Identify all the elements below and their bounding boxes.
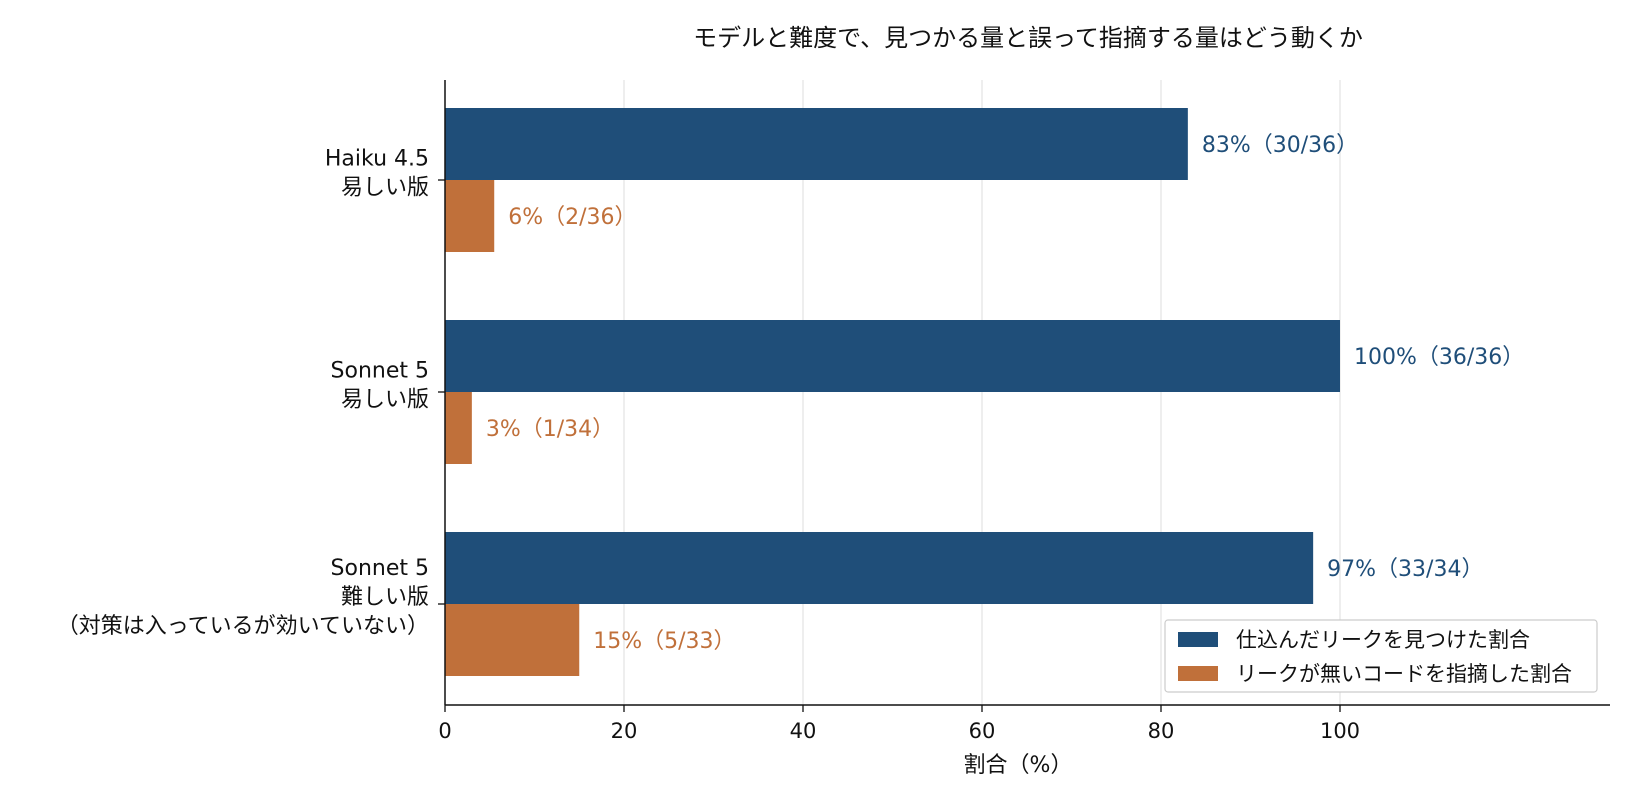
x-axis-label: 割合（%） <box>964 753 1073 778</box>
x-tick-label: 0 <box>438 719 451 743</box>
legend-swatch-false-positive <box>1178 666 1218 681</box>
bar <box>445 604 580 676</box>
x-tick-label: 80 <box>1148 719 1175 743</box>
category-label: 難しい版 <box>341 585 429 610</box>
bar-data-label: 97%（33/34） <box>1327 557 1483 582</box>
legend-swatch-found <box>1178 632 1218 647</box>
bar <box>445 320 1340 392</box>
bar <box>445 532 1314 604</box>
bar-data-label: 15%（5/33） <box>593 629 735 654</box>
category-label: Sonnet 5 <box>331 359 429 384</box>
x-tick-label: 100 <box>1320 719 1360 743</box>
bar <box>445 108 1188 180</box>
category-label: 易しい版 <box>341 388 429 413</box>
x-tick-layer: 0 20 40 60 80 100 <box>438 705 1360 743</box>
x-tick-label: 60 <box>969 719 996 743</box>
chart-title: モデルと難度で、見つかる量と誤って指摘する量はどう動くか <box>693 24 1363 52</box>
bar-layer <box>445 108 1340 676</box>
legend-label-found: 仕込んだリークを見つけた割合 <box>1236 628 1530 652</box>
category-label: 易しい版 <box>341 176 429 201</box>
x-tick-label: 20 <box>611 719 638 743</box>
legend: 仕込んだリークを見つけた割合 リークが無いコードを指摘した割合 <box>1164 619 1598 693</box>
bar-data-label: 83%（30/36） <box>1202 133 1358 158</box>
legend-box <box>1164 619 1598 693</box>
category-label-layer: Haiku 4.5 易しい版 Sonnet 5 易しい版 Sonnet 5 難しい版 （対策… <box>57 147 445 639</box>
category-label: Haiku 4.5 <box>325 147 429 172</box>
bar <box>445 392 472 464</box>
x-tick-label: 40 <box>790 719 817 743</box>
category-label: （対策は入っているが効いていない） <box>57 614 429 639</box>
bar-data-label: 3%（1/34） <box>486 417 614 442</box>
category-label: Sonnet 5 <box>331 556 429 581</box>
bar-data-label: 6%（2/36） <box>508 205 636 230</box>
bar-data-label: 100%（36/36） <box>1354 345 1524 370</box>
bar <box>445 180 495 252</box>
data-label-layer: 83%（30/36） 6%（2/36） 100%（36/36） 3%（1/34） 97%… <box>486 133 1524 654</box>
legend-label-false-positive: リークが無いコードを指摘した割合 <box>1236 662 1572 686</box>
